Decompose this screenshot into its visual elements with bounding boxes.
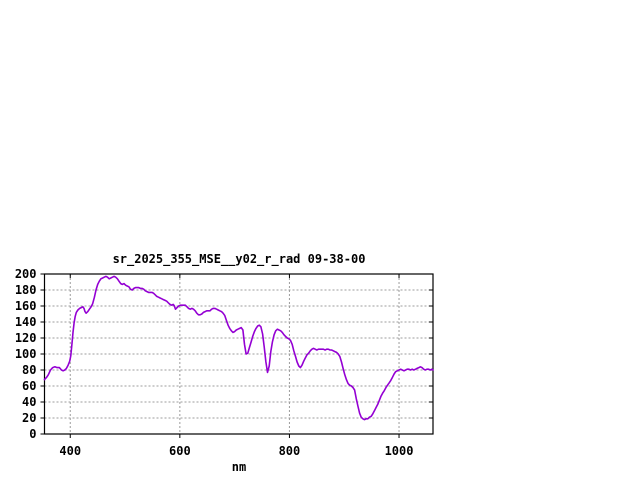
x-tick-label: 1000	[385, 444, 414, 458]
plot-border	[43, 273, 434, 435]
y-tick-label: 20	[22, 411, 36, 425]
x-tick-label: 600	[169, 444, 191, 458]
x-tick-label: 400	[59, 444, 81, 458]
y-tick-label: 0	[29, 427, 36, 441]
y-tick-label: 80	[22, 363, 36, 377]
y-tick-label: 40	[22, 395, 36, 409]
x-tick-label: 800	[279, 444, 301, 458]
y-tick-label: 180	[15, 283, 37, 297]
y-tick-label: 200	[15, 267, 37, 281]
y-tick-label: 100	[15, 347, 37, 361]
y-tick-label: 120	[15, 331, 37, 345]
y-tick-label: 140	[15, 315, 37, 329]
chart-title: sr_2025_355_MSE__y02_r_rad 09-38-00	[112, 252, 366, 266]
x-axis-label: nm	[231, 460, 247, 474]
y-tick-label: 60	[22, 379, 36, 393]
spectrum-line	[43, 275, 434, 421]
y-tick-label: 160	[15, 299, 37, 313]
